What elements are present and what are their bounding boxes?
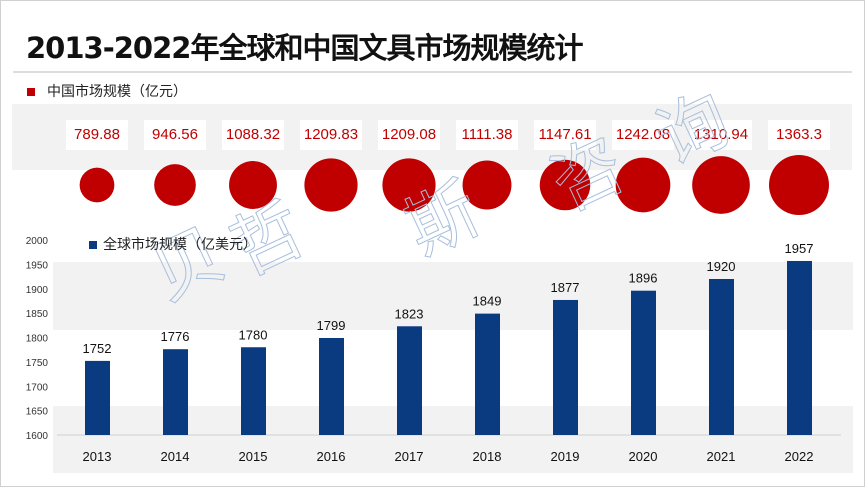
- global-bar: [397, 326, 422, 435]
- x-tick-label: 2017: [395, 449, 424, 464]
- china-value-label: 1088.32: [222, 120, 284, 150]
- global-bar: [709, 279, 734, 435]
- y-tick-label: 1900: [26, 285, 49, 296]
- divider: [13, 71, 852, 73]
- china-bubble: [79, 167, 115, 203]
- bar-value-label: 1957: [785, 241, 814, 256]
- china-bubble: [692, 156, 750, 214]
- china-value-label: 1363.3: [768, 120, 830, 150]
- china-bubble: [304, 158, 358, 212]
- bar-value-label: 1780: [239, 327, 268, 342]
- bar-value-label: 1799: [317, 318, 346, 333]
- global-bar: [787, 260, 812, 435]
- legend-china: 中国市场规模（亿元）: [27, 81, 187, 101]
- y-tick-label: 1650: [26, 407, 49, 418]
- bar-value-label: 1896: [629, 271, 658, 286]
- china-value-label: 1209.83: [300, 120, 362, 150]
- global-bar: [553, 299, 578, 435]
- china-bubble: [229, 161, 277, 209]
- china-bubble: [382, 158, 436, 212]
- china-value-label: 1242.08: [612, 120, 674, 150]
- china-bubble: [462, 160, 512, 210]
- china-value-label: 1147.61: [534, 120, 596, 150]
- y-tick-label: 1950: [26, 260, 49, 271]
- china-value-label: 1310.94: [690, 120, 752, 150]
- china-value-label: 1209.08: [378, 120, 440, 150]
- x-tick-label: 2020: [629, 449, 658, 464]
- y-tick-label: 2000: [26, 236, 49, 247]
- global-bar: [85, 360, 110, 435]
- china-bubble: [154, 164, 196, 206]
- page-title: 2013-2022年全球和中国文具市场规模统计: [26, 31, 583, 65]
- y-tick-label: 1700: [26, 382, 49, 393]
- x-tick-label: 2016: [317, 449, 346, 464]
- y-tick-label: 1850: [26, 309, 49, 320]
- bar-value-label: 1920: [707, 259, 736, 274]
- china-value-label: 946.56: [144, 120, 206, 150]
- china-values-panel: 789.88 946.56 1088.32 1209.83 1209.08 1111.38…: [12, 104, 852, 170]
- bar-value-label: 1823: [395, 306, 424, 321]
- legend-swatch-red: [27, 88, 35, 96]
- legend-global: 全球市场规模（亿美元）: [89, 234, 257, 254]
- china-value-label: 789.88: [66, 120, 128, 150]
- x-tick-label: 2013: [83, 449, 112, 464]
- bar-value-label: 1877: [551, 280, 580, 295]
- bar-value-label: 1849: [473, 294, 502, 309]
- global-bar: [163, 349, 188, 435]
- y-tick-label: 1750: [26, 358, 49, 369]
- x-tick-label: 2021: [707, 449, 736, 464]
- china-bubble: [769, 155, 829, 215]
- global-bar: [475, 313, 500, 435]
- legend-label: 中国市场规模（亿元）: [47, 84, 187, 100]
- global-bar: [319, 337, 344, 435]
- global-bar: [241, 347, 266, 435]
- global-bar: [631, 290, 656, 435]
- china-value-label: 1111.38: [456, 120, 518, 150]
- y-tick-label: 1600: [26, 431, 49, 442]
- y-tick-label: 1800: [26, 334, 49, 345]
- legend-swatch-blue: [89, 241, 97, 249]
- china-bubble: [615, 157, 671, 213]
- china-bubble: [539, 159, 591, 211]
- x-tick-label: 2014: [161, 449, 190, 464]
- x-tick-label: 2019: [551, 449, 580, 464]
- x-tick-label: 2022: [785, 449, 814, 464]
- x-tick-label: 2015: [239, 449, 268, 464]
- watermark-char: 咨: [539, 123, 637, 227]
- bar-value-label: 1776: [161, 329, 190, 344]
- legend-label: 全球市场规模（亿美元）: [103, 237, 257, 253]
- bar-value-label: 1752: [83, 341, 112, 356]
- x-tick-label: 2018: [473, 449, 502, 464]
